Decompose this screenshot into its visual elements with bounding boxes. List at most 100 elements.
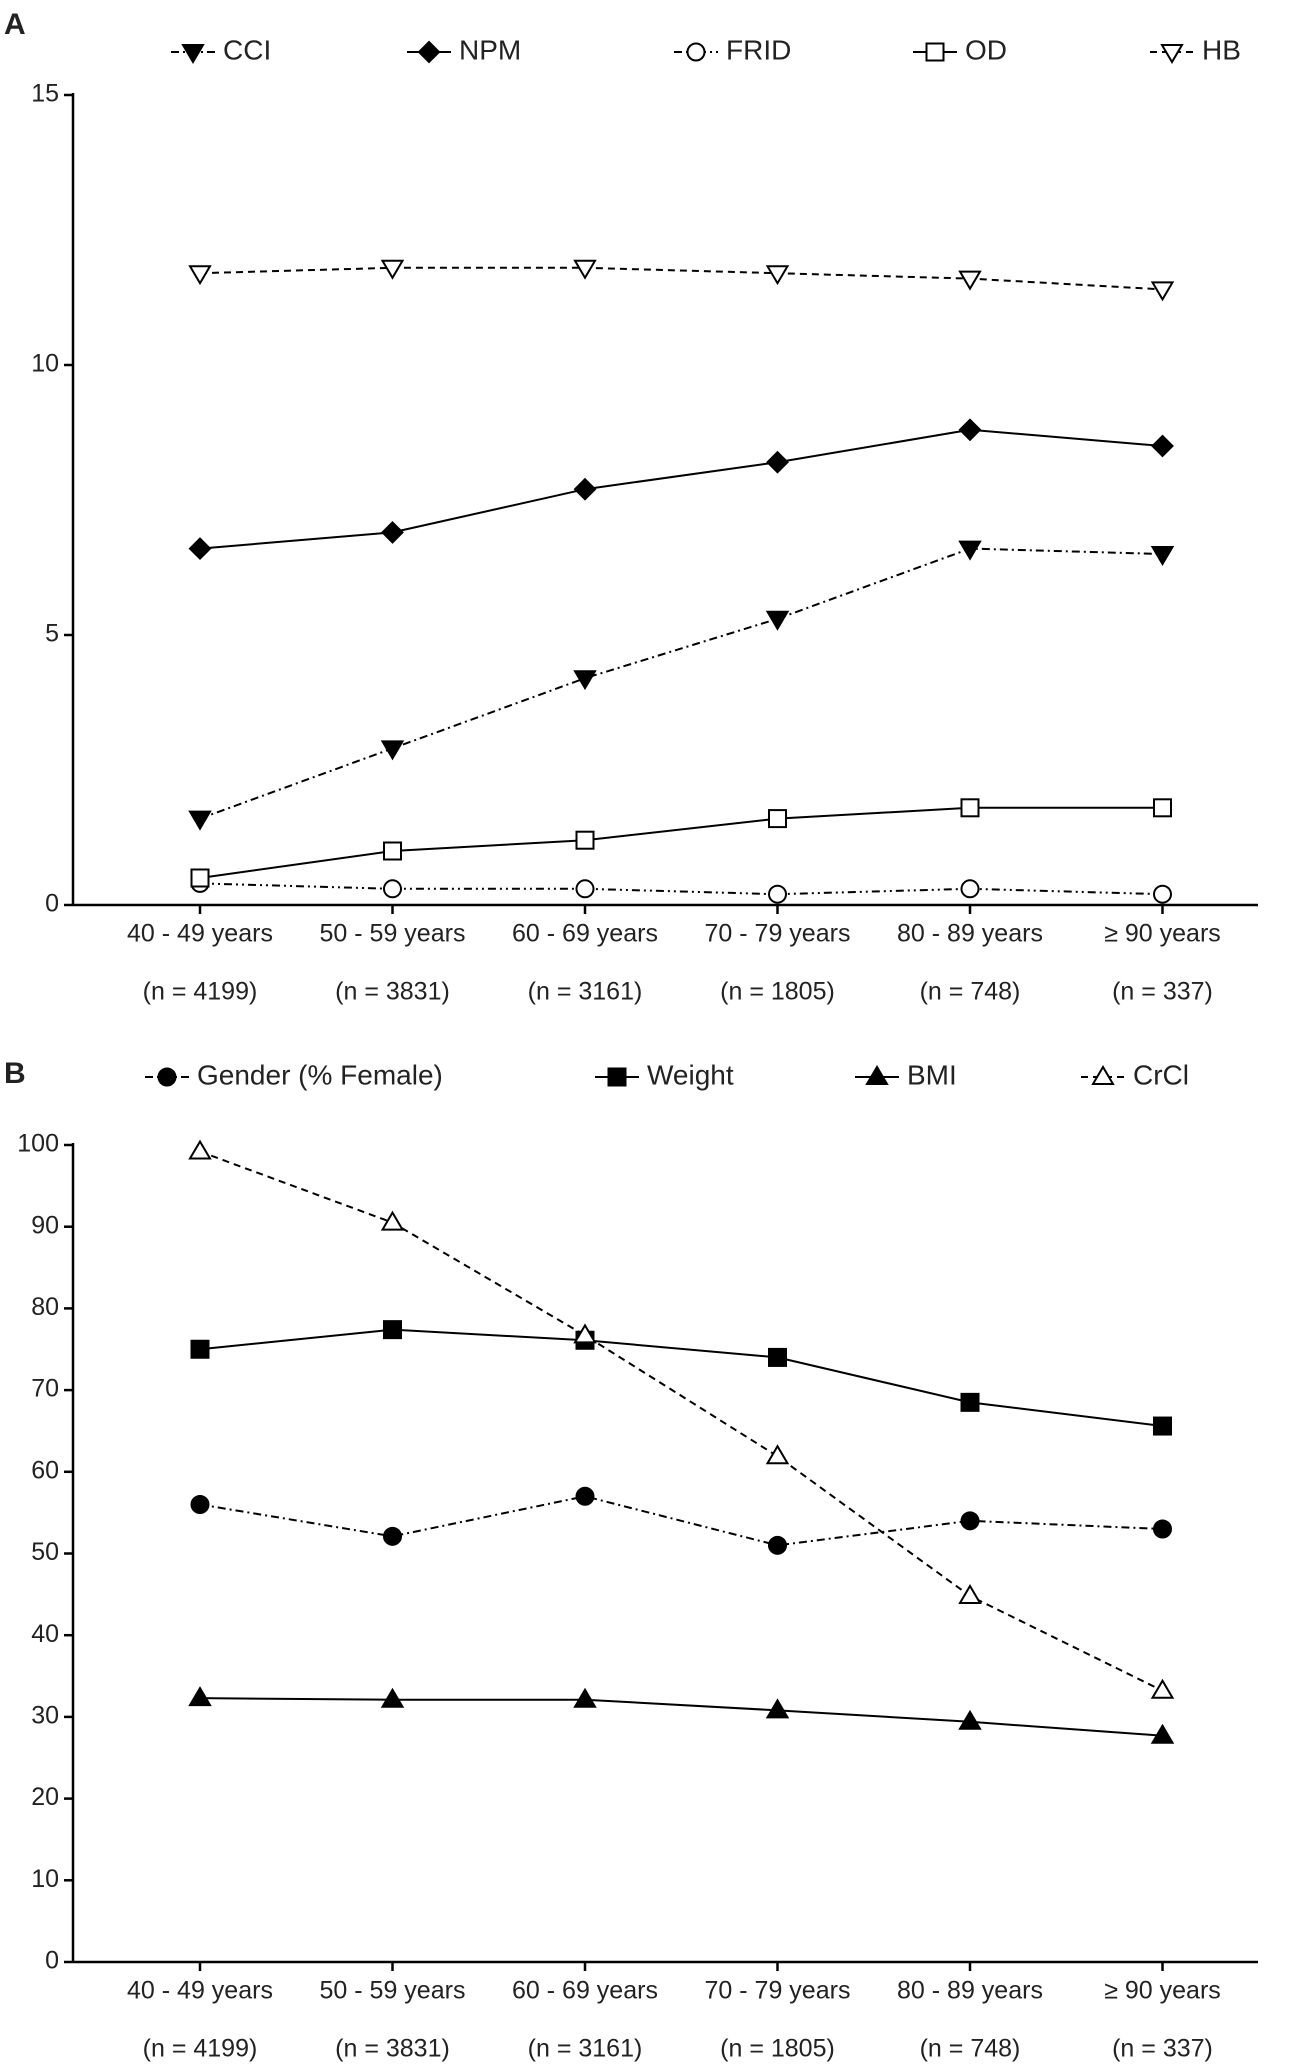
legend-marker [865,1065,889,1085]
data-point [1153,798,1172,818]
legend-marker [157,1067,177,1087]
data-point [573,1323,597,1344]
legend-label: Weight [647,1059,734,1090]
data-point [383,879,402,899]
data-point [188,1686,212,1707]
legend-marker [1091,1065,1115,1085]
y-tick-label: 80 [31,1293,59,1321]
data-point [768,1347,787,1367]
series-line [199,1328,1163,1428]
legend-label: FRID [726,34,791,65]
y-tick-label: 90 [31,1211,59,1239]
data-point [765,265,790,286]
series-line [199,1150,1163,1692]
series-line [199,1495,1163,1547]
sample-size-label: (n = 1805) [720,978,835,1006]
data-point [1150,281,1175,302]
series-line [199,882,1163,896]
y-tick-label: 60 [31,1456,59,1484]
data-point [766,450,789,474]
legend-label: NPM [459,34,521,65]
legend-label: BMI [907,1059,957,1090]
legend-label: OD [965,34,1007,65]
data-point [960,1511,980,1531]
legend-marker [607,1067,627,1087]
data-point [190,1494,210,1514]
series-line [199,266,1163,291]
legend-label: HB [1202,34,1241,65]
data-point [573,670,597,691]
data-point [190,1339,210,1359]
sample-size-label: (n = 4199) [143,2035,258,2063]
data-point [383,1320,402,1340]
data-point [188,265,212,286]
y-tick-label: 5 [45,620,59,648]
data-point [575,1486,595,1506]
y-tick-label: 30 [31,1702,59,1730]
series-line [199,806,1163,879]
panel-label: A [4,8,26,41]
x-tick-label: 50 - 59 years [320,920,466,948]
data-point [765,610,790,631]
legend-marker [417,40,441,64]
data-point [765,1698,790,1719]
data-point [380,740,405,761]
x-tick-label: 80 - 89 years [897,920,1043,948]
y-tick-label: 0 [45,1947,59,1975]
data-point [958,540,982,561]
sample-size-label: (n = 3831) [335,978,450,1006]
x-tick-label: 70 - 79 years [705,1977,851,2005]
data-point [573,1687,597,1708]
y-tick-label: 20 [31,1783,59,1811]
data-point [960,798,980,818]
data-point [188,810,212,831]
series-line [199,428,1163,550]
legend-marker [925,42,945,62]
sample-size-label: (n = 748) [920,2035,1021,2063]
data-point [1150,546,1175,566]
sample-size-label: (n = 3161) [528,2035,643,2063]
legend-label: CCI [223,34,271,65]
x-tick-label: 60 - 69 years [512,1977,658,2005]
data-point [188,537,212,561]
y-tick-label: 100 [17,1130,59,1158]
sample-size-label: (n = 748) [920,978,1021,1006]
x-tick-label: 60 - 69 years [512,920,658,948]
data-point [383,841,402,861]
legend-marker [181,44,205,64]
sample-size-label: (n = 3161) [528,978,643,1006]
data-point [380,259,405,280]
data-point [768,809,787,829]
data-point [1153,1416,1172,1436]
data-point [383,1526,402,1546]
y-tick-label: 50 [31,1538,59,1566]
x-tick-label: 70 - 79 years [705,920,851,948]
data-point [765,1444,790,1465]
series-line [199,1697,1163,1737]
data-point [575,879,595,899]
legend-marker [686,42,706,62]
data-point [380,1687,405,1708]
y-tick-label: 40 [31,1620,59,1648]
x-tick-label: ≥ 90 years [1104,920,1221,948]
legend-marker [1160,44,1184,64]
data-point [768,884,787,904]
data-point [960,879,980,899]
data-point [768,1535,787,1555]
sample-size-label: (n = 337) [1112,2035,1213,2063]
y-tick-label: 70 [31,1375,59,1403]
data-point [190,868,210,888]
y-tick-label: 10 [31,1865,59,1893]
y-tick-label: 0 [45,890,59,918]
panel-label: B [4,1057,26,1090]
data-point [1153,884,1172,904]
x-tick-label: ≥ 90 years [1104,1977,1221,2005]
data-point [380,1210,405,1231]
data-point [573,477,597,501]
y-tick-label: 10 [31,350,59,378]
legend-label: Gender (% Female) [197,1059,443,1090]
sample-size-label: (n = 1805) [720,2035,835,2063]
data-point [958,1584,982,1604]
